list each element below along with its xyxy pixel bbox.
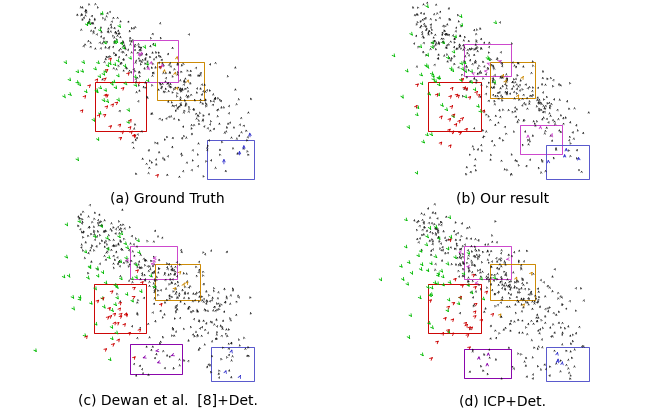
Bar xyxy=(157,62,204,100)
Bar xyxy=(211,347,255,381)
Bar xyxy=(207,139,255,179)
Bar xyxy=(545,347,589,381)
Bar xyxy=(133,40,178,82)
Bar xyxy=(428,284,480,333)
Text: (a) Ground Truth: (a) Ground Truth xyxy=(111,192,225,206)
Bar xyxy=(545,145,589,179)
Bar xyxy=(490,264,535,300)
Bar xyxy=(155,264,200,300)
Bar xyxy=(130,246,177,279)
Text: (b) Our result: (b) Our result xyxy=(456,192,549,206)
Bar xyxy=(464,44,511,77)
Bar xyxy=(521,125,562,154)
Bar xyxy=(464,349,511,378)
Bar xyxy=(130,344,182,374)
Bar xyxy=(464,246,511,279)
Text: (c) Dewan et al.  [8]+Det.: (c) Dewan et al. [8]+Det. xyxy=(78,394,257,408)
Bar xyxy=(95,82,146,131)
Bar xyxy=(490,62,535,98)
Text: (d) ICP+Det.: (d) ICP+Det. xyxy=(459,394,546,408)
Bar xyxy=(94,284,146,333)
Bar xyxy=(428,82,480,131)
